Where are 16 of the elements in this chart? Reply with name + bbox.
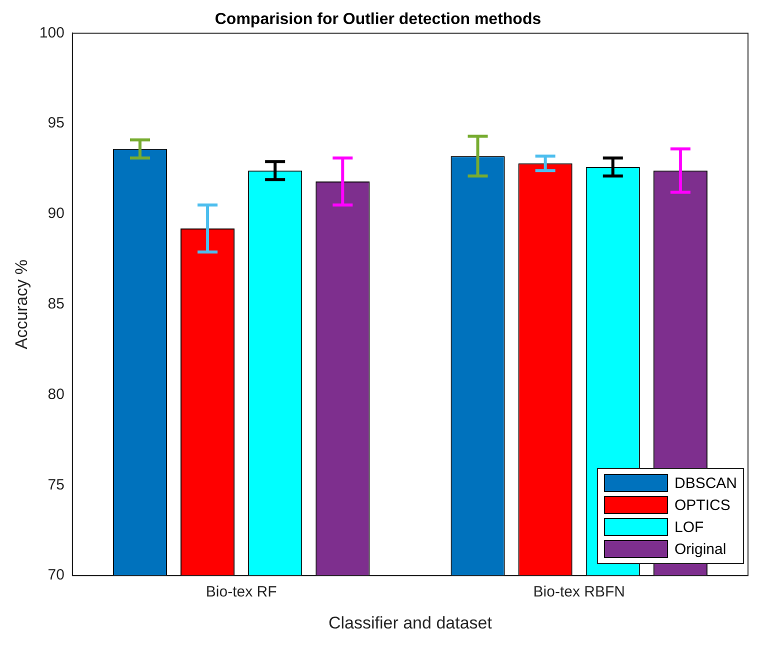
legend-label: DBSCAN: [674, 474, 737, 492]
legend-label: OPTICS: [674, 496, 730, 514]
x-axis-title: Classifier and dataset: [328, 613, 492, 632]
legend-label: LOF: [674, 518, 704, 536]
y-tick-label: 75: [48, 476, 64, 494]
y-tick-label: 95: [48, 114, 64, 132]
y-tick-label: 80: [48, 386, 64, 403]
y-tick-label: 90: [48, 205, 64, 222]
y-tick-label: 100: [39, 24, 64, 42]
chart-title: Comparision for Outlier detection methods: [214, 11, 542, 28]
legend-label: Original: [674, 540, 726, 558]
y-tick-label: 85: [48, 296, 64, 313]
y-axis-title: Accuracy %: [12, 260, 31, 350]
x-tick-label: Bio-tex RBFN: [533, 584, 625, 601]
y-tick-label: 70: [48, 566, 64, 584]
x-tick-label: Bio-tex RF: [206, 584, 277, 601]
